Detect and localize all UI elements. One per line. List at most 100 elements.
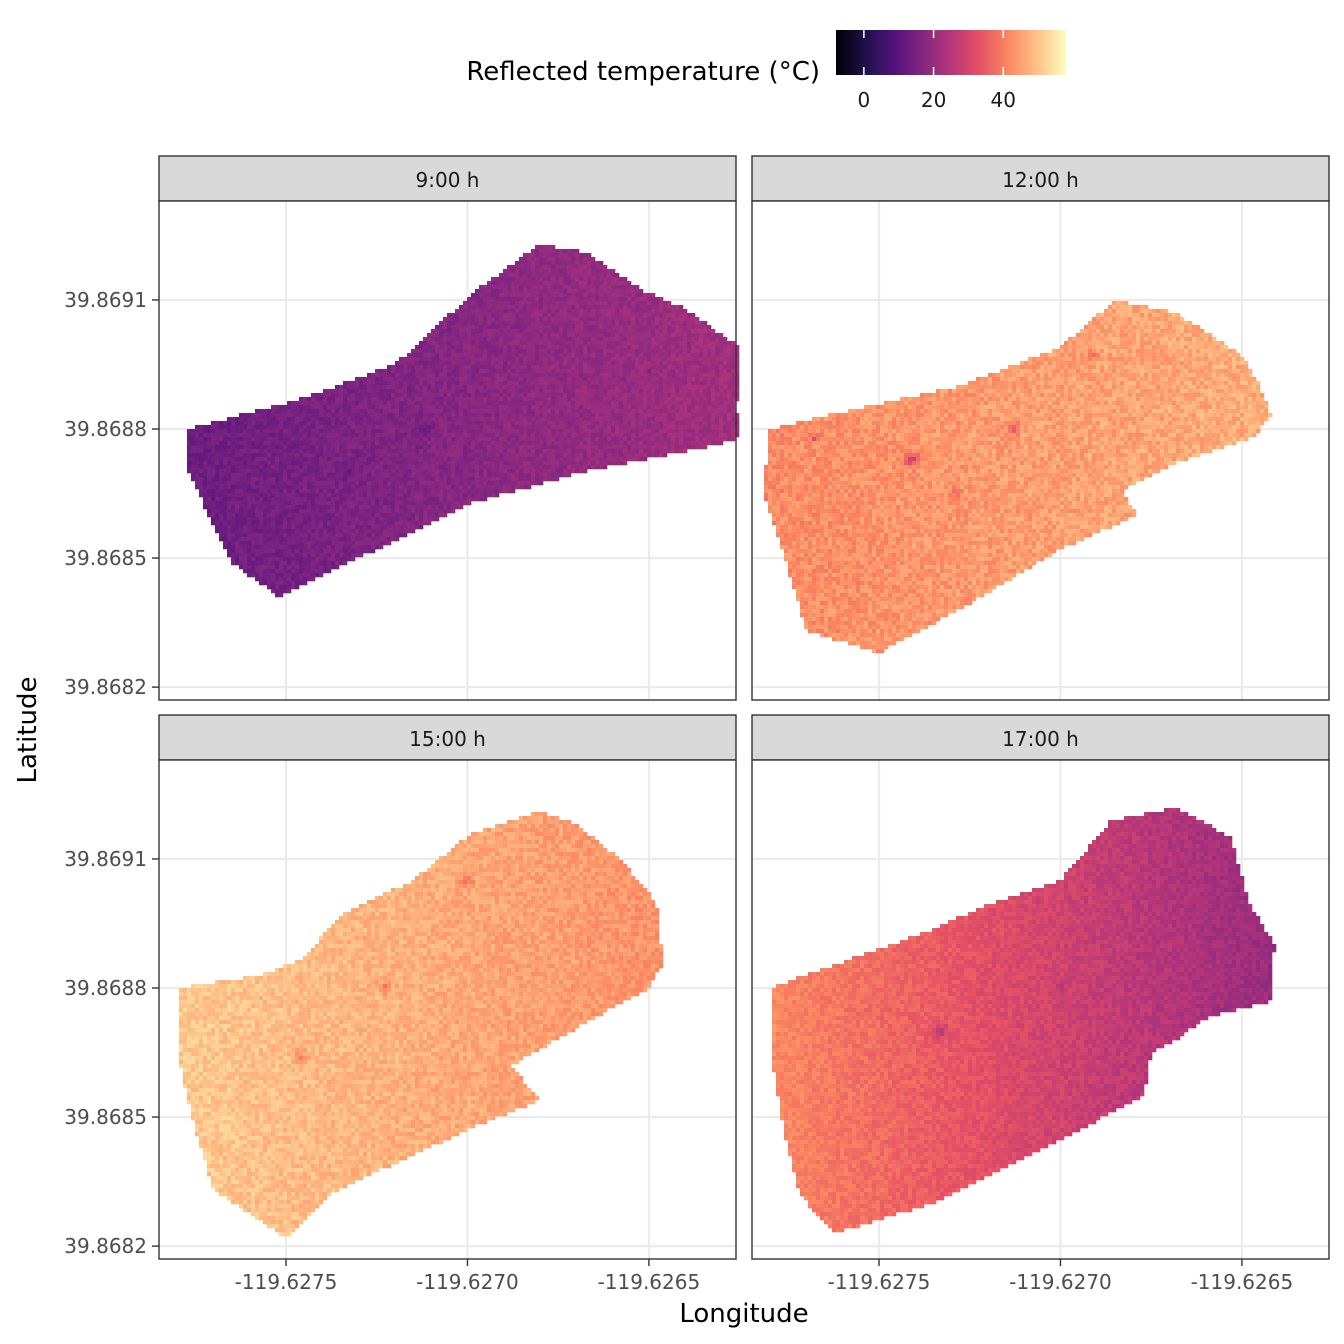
raster-cell	[507, 457, 512, 462]
raster-cell	[367, 457, 372, 462]
raster-cell	[303, 437, 308, 442]
raster-cell	[427, 449, 432, 454]
raster-cell	[583, 337, 588, 342]
raster-cell	[579, 345, 584, 350]
raster-cell	[607, 409, 612, 414]
raster-cell	[631, 329, 636, 334]
raster-cell	[527, 285, 532, 290]
raster-cell	[463, 465, 468, 470]
raster-cell	[207, 433, 212, 438]
raster-cell	[543, 329, 548, 334]
raster-cell	[403, 377, 408, 382]
raster-cell	[531, 337, 536, 342]
raster-cell	[211, 445, 216, 450]
raster-cell	[455, 425, 460, 430]
raster-cell	[583, 325, 588, 330]
raster-cell	[447, 325, 452, 330]
raster-cell	[291, 445, 296, 450]
raster-cell	[511, 285, 516, 290]
raster-cell	[391, 465, 396, 470]
raster-cell	[411, 437, 416, 442]
raster-cell	[303, 473, 308, 478]
raster-cell	[519, 361, 524, 366]
raster-cell	[563, 389, 568, 394]
raster-cell	[535, 477, 540, 482]
raster-cell	[431, 381, 436, 386]
raster-cell	[503, 369, 508, 374]
raster-cell	[475, 413, 480, 418]
raster-cell	[287, 485, 292, 490]
raster-cell	[507, 445, 512, 450]
raster-cell	[591, 425, 596, 430]
raster-cell	[655, 397, 660, 402]
raster-cell	[511, 481, 516, 486]
raster-cell	[255, 437, 260, 442]
raster-cell	[419, 473, 424, 478]
raster-cell	[627, 321, 632, 326]
raster-cell	[559, 297, 564, 302]
raster-cell	[539, 341, 544, 346]
raster-cell	[315, 445, 320, 450]
raster-cell	[427, 341, 432, 346]
raster-cell	[387, 413, 392, 418]
raster-cell	[691, 441, 696, 446]
raster-cell	[571, 421, 576, 426]
raster-cell	[415, 421, 420, 426]
raster-cell	[607, 277, 612, 282]
raster-cell	[551, 321, 556, 326]
raster-cell	[379, 409, 384, 414]
raster-cell	[323, 441, 328, 446]
raster-cell	[519, 445, 524, 450]
raster-cell	[335, 433, 340, 438]
raster-cell	[619, 341, 624, 346]
raster-cell	[263, 425, 268, 430]
raster-cell	[315, 477, 320, 482]
raster-cell	[539, 297, 544, 302]
raster-cell	[675, 401, 680, 406]
raster-cell	[623, 421, 628, 426]
raster-cell	[731, 405, 736, 410]
raster-cell	[387, 405, 392, 410]
raster-cell	[319, 397, 324, 402]
raster-cell	[339, 393, 344, 398]
raster-cell	[459, 393, 464, 398]
raster-cell	[567, 353, 572, 358]
raster-cell	[563, 441, 568, 446]
raster-cell	[603, 369, 608, 374]
raster-cell	[519, 269, 524, 274]
raster-cell	[487, 333, 492, 338]
raster-cell	[443, 421, 448, 426]
raster-cell	[523, 325, 528, 330]
raster-cell	[375, 401, 380, 406]
raster-cell	[535, 389, 540, 394]
raster-cell	[703, 377, 708, 382]
raster-cell	[663, 369, 668, 374]
raster-cell	[187, 433, 192, 438]
raster-cell	[687, 397, 692, 402]
raster-cell	[187, 457, 192, 462]
raster-cell	[675, 397, 680, 402]
raster-cell	[675, 417, 680, 422]
raster-cell	[719, 381, 724, 386]
raster-cell	[295, 401, 300, 406]
raster-cell	[519, 333, 524, 338]
raster-cell	[611, 381, 616, 386]
raster-cell	[271, 481, 276, 486]
raster-cell	[531, 413, 536, 418]
raster-cell	[283, 421, 288, 426]
raster-cell	[443, 441, 448, 446]
raster-cell	[467, 405, 472, 410]
raster-cell	[403, 365, 408, 370]
raster-cell	[235, 417, 240, 422]
raster-cell	[699, 385, 704, 390]
raster-cell	[567, 357, 572, 362]
raster-cell	[671, 365, 676, 370]
raster-cell	[451, 469, 456, 474]
raster-cell	[679, 361, 684, 366]
raster-cell	[515, 413, 520, 418]
raster-cell	[587, 405, 592, 410]
raster-cell	[459, 437, 464, 442]
raster-cell	[203, 429, 208, 434]
raster-cell	[523, 377, 528, 382]
raster-cell	[627, 297, 632, 302]
